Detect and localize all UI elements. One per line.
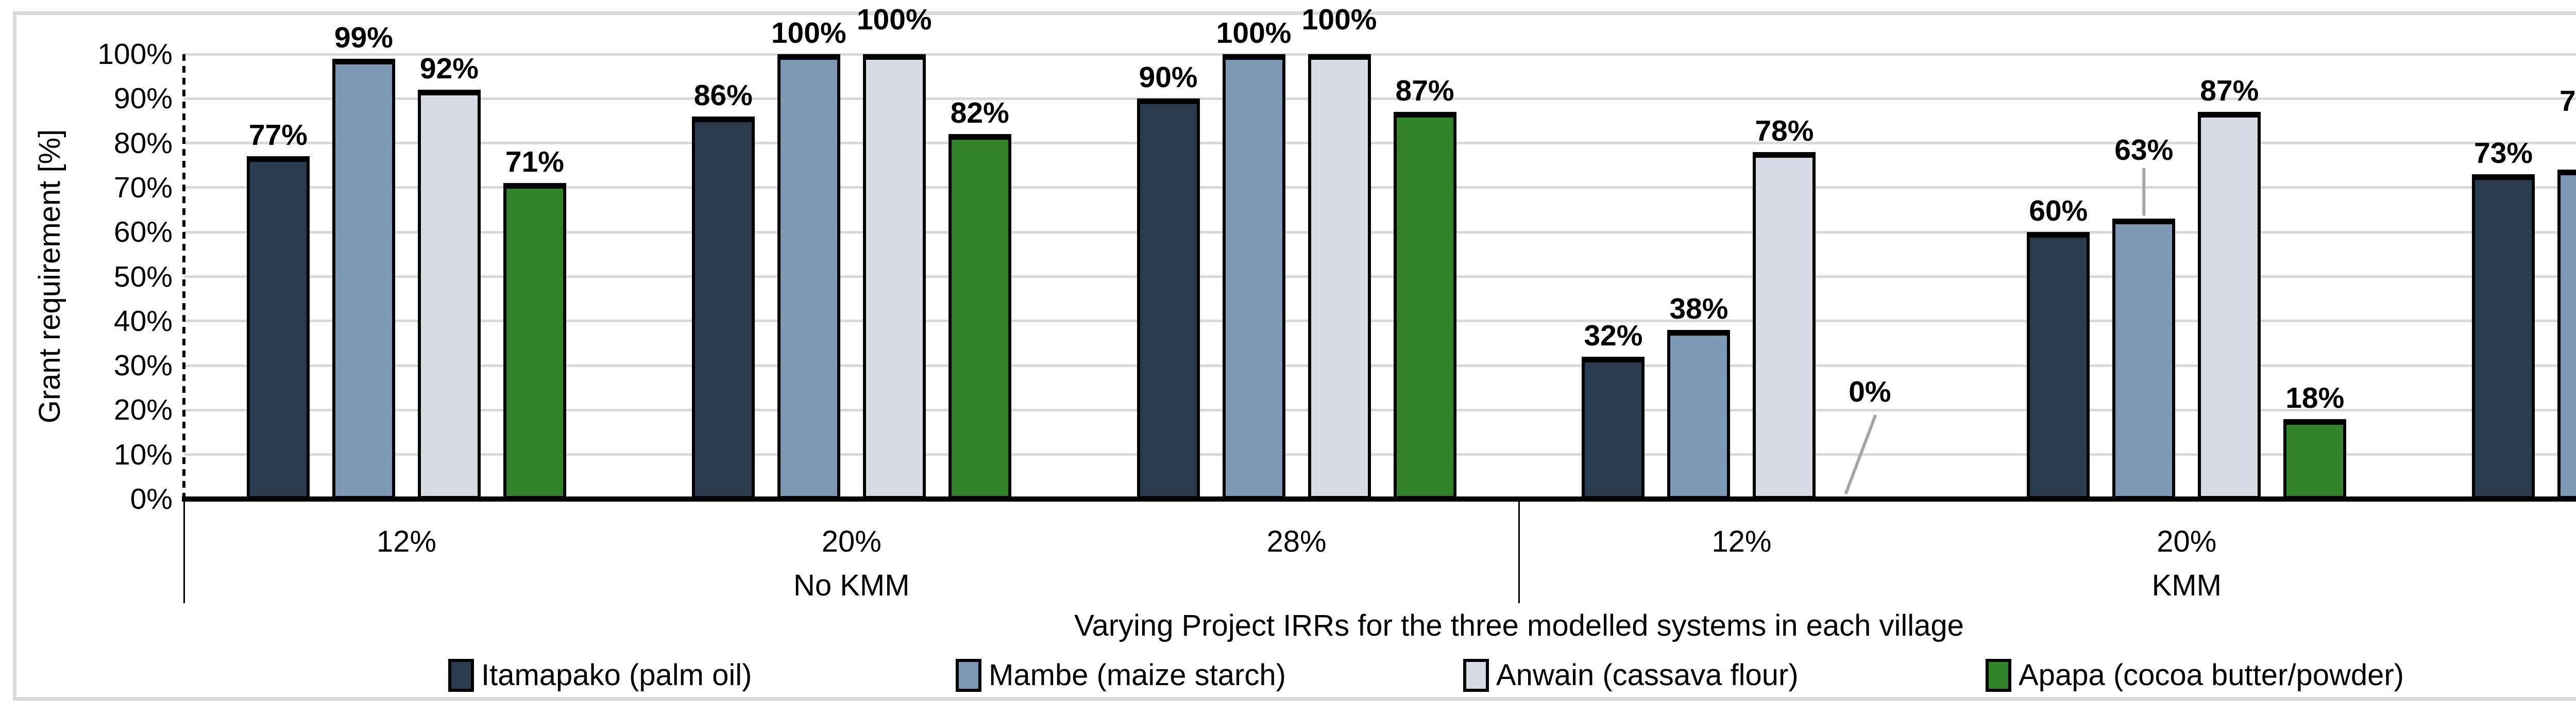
gridline-20 <box>184 408 2576 411</box>
bar-label-itamapako-g0: 77% <box>248 119 308 152</box>
x-axis-line <box>182 496 2576 502</box>
bar-mambe-g4 <box>2112 219 2176 499</box>
bar-label-anwain-g4: 87% <box>2200 74 2259 108</box>
gridline-50 <box>184 275 2576 278</box>
legend-label-anwain: Anwain (cassava flour) <box>1496 658 1799 692</box>
gridline-80 <box>184 142 2576 145</box>
gridline-70 <box>184 186 2576 189</box>
bar-label-apapa-g1: 82% <box>950 96 1009 130</box>
bar-anwain-g1 <box>862 54 926 499</box>
legend-item-mambe: Mambe (maize starch) <box>956 657 1286 693</box>
gridline-10 <box>184 453 2576 456</box>
bar-itamapako-g3 <box>1582 356 1645 499</box>
bar-label-itamapako-g2: 90% <box>1139 61 1198 94</box>
gridline-90 <box>184 97 2576 100</box>
y-axis-line <box>182 54 185 499</box>
bar-label-anwain-g0: 92% <box>419 52 479 86</box>
bar-label-anwain-g3: 78% <box>1755 114 1814 147</box>
bar-label-mambe-g3: 38% <box>1669 292 1728 326</box>
legend-label-itamapako: Itamapako (palm oil) <box>481 658 752 692</box>
legend-swatch-apapa <box>1986 659 2011 692</box>
bar-label-anwain-g1: 100% <box>856 3 932 36</box>
legend-swatch-itamapako <box>448 659 474 692</box>
category-label-g0: 12% <box>376 525 436 558</box>
legend-label-mambe: Mambe (maize starch) <box>989 658 1286 692</box>
category-label-g3: 12% <box>1711 525 1772 558</box>
y-tick-label-0%: 0% <box>130 483 173 516</box>
gridline-100 <box>184 53 2576 56</box>
axis-separator-1 <box>1518 496 1520 603</box>
bar-mambe-g0 <box>332 58 395 499</box>
y-tick-label-90%: 90% <box>113 82 173 115</box>
legend-swatch-anwain <box>1463 659 1489 692</box>
legend-item-apapa: Apapa (cocoa butter/powder) <box>1986 657 2404 693</box>
bar-label-itamapako-g5: 73% <box>2474 137 2533 170</box>
y-tick-label-60%: 60% <box>113 215 173 249</box>
bar-label-mambe-g1: 100% <box>771 16 846 49</box>
y-tick-label-70%: 70% <box>113 171 173 204</box>
bar-label-apapa-g0: 71% <box>505 145 564 179</box>
bar-label-anwain-g2: 100% <box>1301 3 1377 36</box>
bar-label-itamapako-g3: 32% <box>1584 319 1643 352</box>
y-tick-label-20%: 20% <box>113 393 173 427</box>
plot-area: 77% 86% 90% 32% 60% 73% 99% 100% 100% 38% 63% 74% 92… <box>182 5 2576 502</box>
gridline-30 <box>184 364 2576 367</box>
axis-separator-0 <box>183 496 185 603</box>
bar-apapa-g1 <box>948 134 1011 499</box>
leader-lines <box>1844 168 2146 495</box>
y-tick-label-30%: 30% <box>113 349 173 383</box>
group-label-kmm: KMM <box>2151 569 2222 602</box>
bar-apapa-g2 <box>1393 112 1456 499</box>
bar-label-apapa-g3: 0% <box>1849 375 1891 408</box>
bar-label-apapa-g2: 87% <box>1395 74 1454 108</box>
bar-label-apapa-g4: 18% <box>2285 381 2345 414</box>
y-tick-label-80%: 80% <box>113 126 173 160</box>
group-label-no-kmm: No KMM <box>793 569 910 602</box>
bar-apapa-g0 <box>503 183 566 499</box>
bar-label-itamapako-g4: 60% <box>2029 194 2088 228</box>
bar-label-mambe-g5: 74% <box>2560 85 2576 118</box>
gridline-60 <box>184 230 2576 234</box>
chart-frame <box>13 11 2576 701</box>
bar-label-itamapako-g1: 86% <box>693 78 753 112</box>
x-axis-title: Varying Project IRRs for the three model… <box>1074 609 1964 642</box>
y-tick-label-100%: 100% <box>97 38 173 71</box>
bar-itamapako-g1 <box>691 116 755 499</box>
y-tick-label-10%: 10% <box>113 438 173 471</box>
bar-mambe-g2 <box>1222 54 1285 499</box>
bar-itamapako-g5 <box>2472 174 2535 499</box>
bar-label-mambe-g0: 99% <box>334 21 393 54</box>
category-label-g4: 20% <box>2157 525 2217 558</box>
bar-anwain-g0 <box>417 90 481 499</box>
category-label-g5: 28% <box>2409 527 2576 557</box>
category-label-g2: 28% <box>1266 525 1327 558</box>
bar-mambe-g1 <box>777 54 840 499</box>
leader-line-diagonal <box>1844 414 1877 495</box>
legend-item-itamapako: Itamapako (palm oil) <box>448 657 752 693</box>
bar-itamapako-g0 <box>246 156 310 499</box>
y-tick-label-50%: 50% <box>113 260 173 293</box>
legend-item-anwain: Anwain (cassava flour) <box>1463 657 1799 693</box>
category-label-g1: 20% <box>821 525 882 558</box>
bar-label-mambe-g4: 63% <box>2114 134 2174 167</box>
bar-itamapako-g4 <box>2027 232 2090 499</box>
y-tick-label-40%: 40% <box>113 304 173 338</box>
legend-label-apapa: Apapa (cocoa butter/powder) <box>2019 658 2404 692</box>
bar-label-mambe-g2: 100% <box>1216 16 1292 49</box>
bar-mambe-g5 <box>2557 170 2576 499</box>
legend-swatch-mambe <box>956 659 981 692</box>
gridline-40 <box>184 320 2576 323</box>
